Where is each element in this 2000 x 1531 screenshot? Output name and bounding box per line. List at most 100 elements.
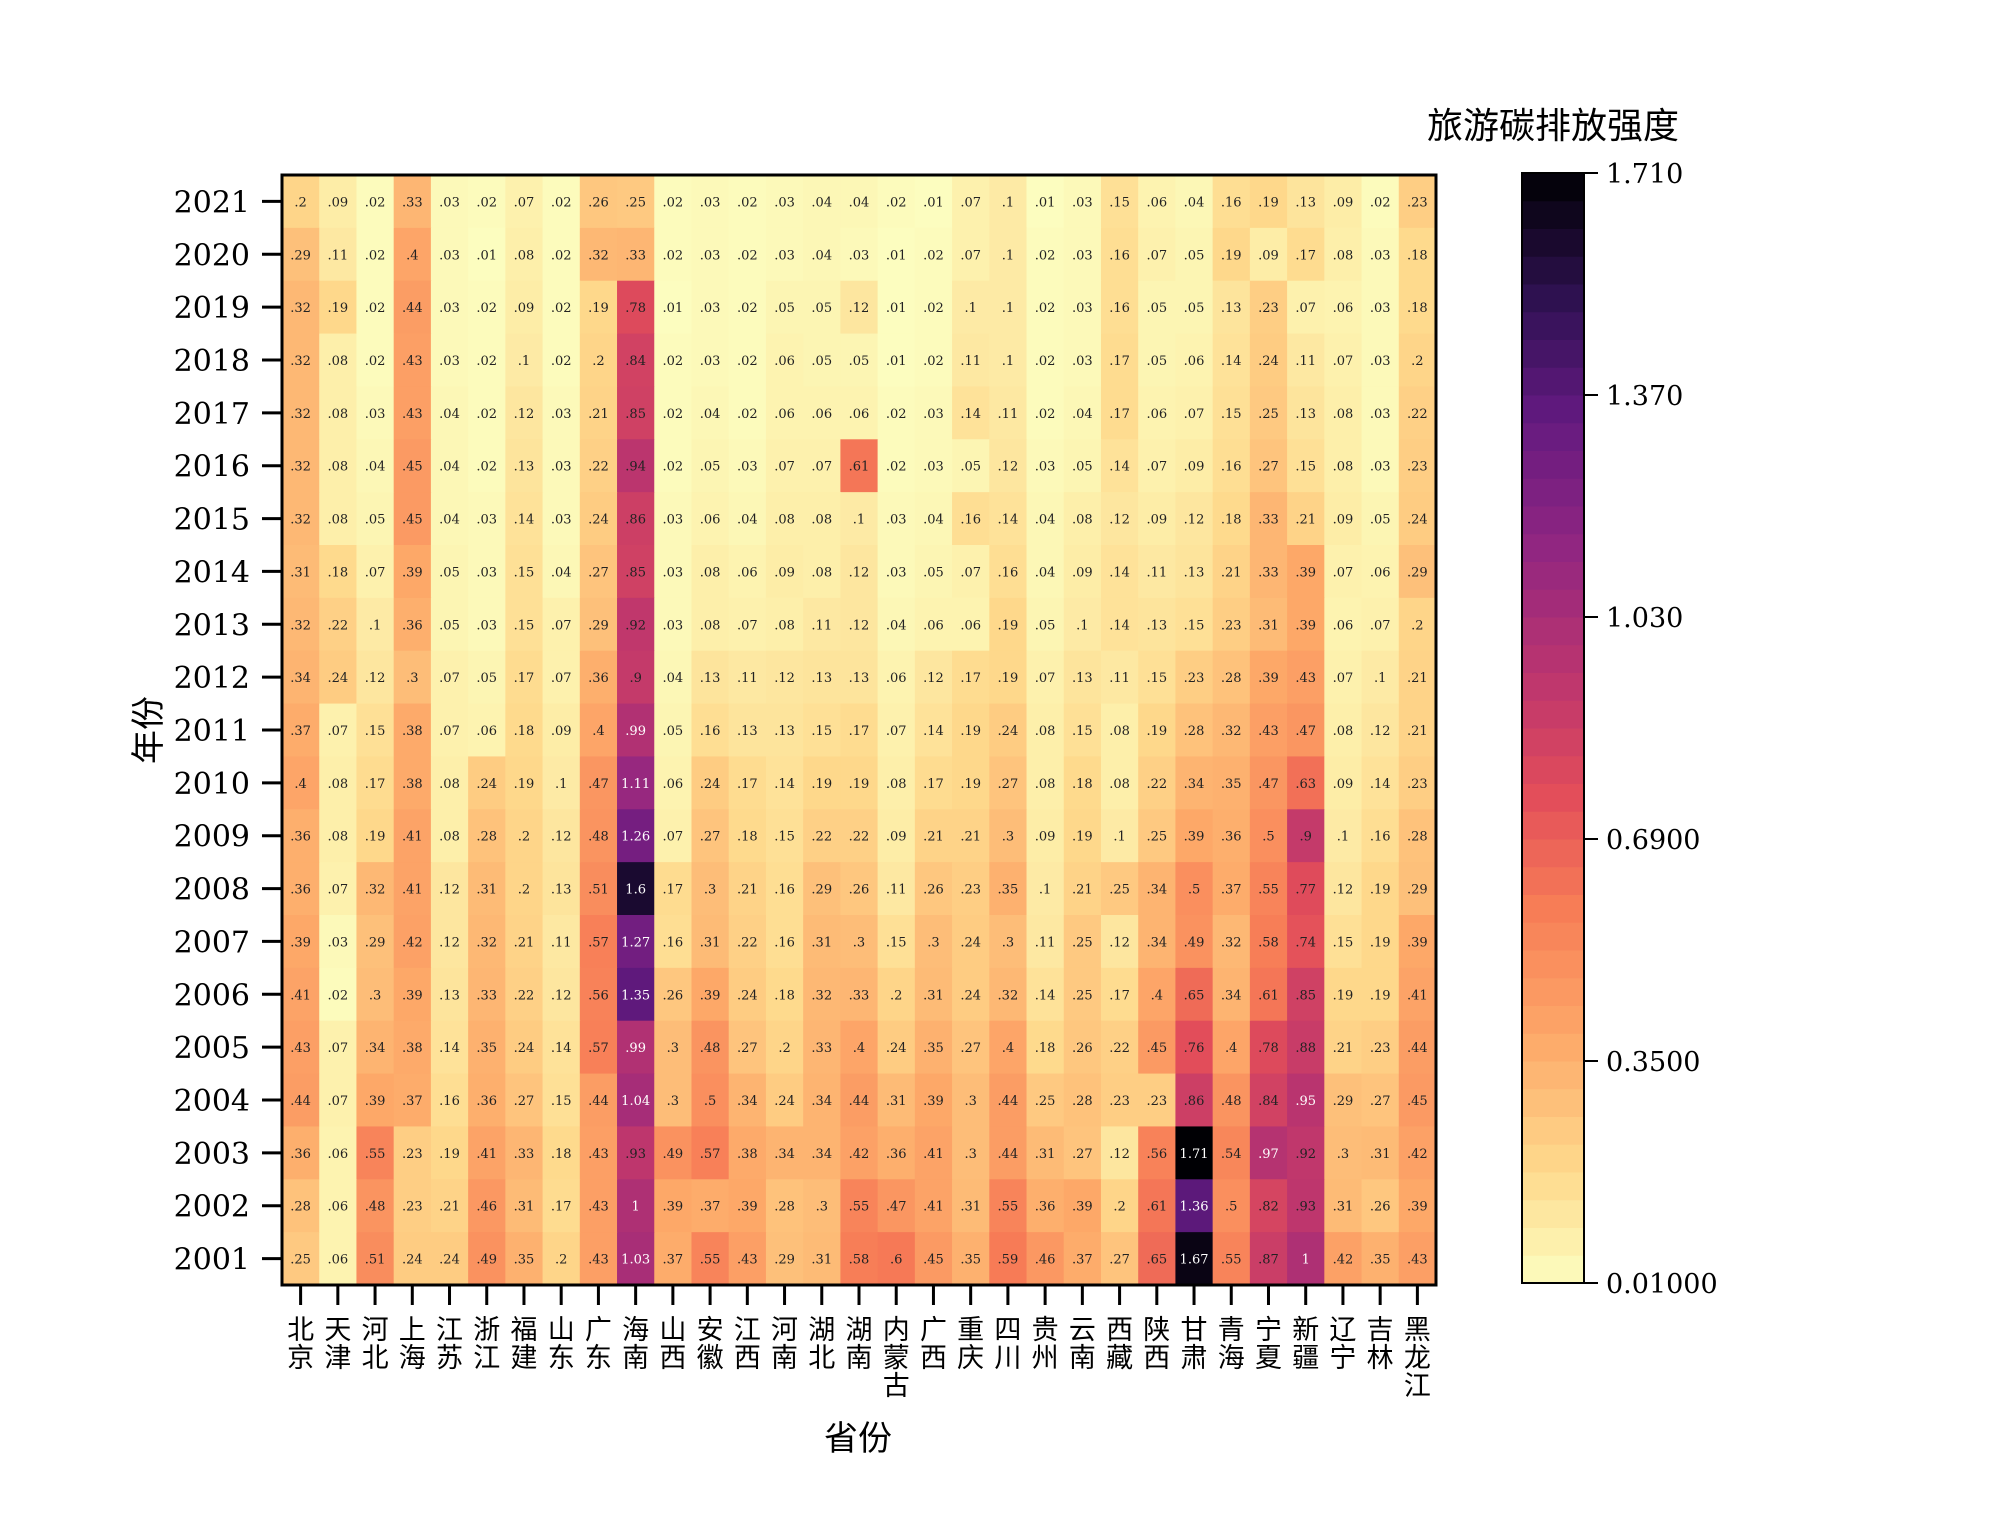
heatmap-cell-label: .37 bbox=[402, 1094, 423, 1109]
heatmap-cell-label: .04 bbox=[923, 513, 944, 528]
x-tick-label: 青海 bbox=[1218, 1315, 1245, 1374]
heatmap-cell bbox=[654, 1179, 693, 1233]
heatmap-cell-label: .32 bbox=[811, 988, 832, 1003]
heatmap-cell bbox=[542, 1232, 581, 1286]
heatmap-cell bbox=[319, 1179, 358, 1233]
heatmap-cell bbox=[282, 650, 320, 705]
heatmap-cell-label: .07 bbox=[1146, 248, 1167, 263]
colorbar-frame bbox=[1521, 172, 1585, 1284]
colorbar-band bbox=[1522, 1061, 1584, 1090]
heatmap-cell bbox=[691, 1020, 730, 1075]
heatmap-cell bbox=[1063, 597, 1102, 652]
colorbar-band bbox=[1522, 617, 1584, 646]
heatmap-cell bbox=[505, 1232, 544, 1286]
heatmap-cell bbox=[579, 492, 618, 546]
colorbar-band bbox=[1522, 977, 1584, 1006]
colorbar-band bbox=[1522, 1005, 1584, 1034]
heatmap-cell-label: .02 bbox=[737, 248, 758, 263]
heatmap-cell-label: .32 bbox=[290, 618, 311, 633]
heatmap-cell-label: .03 bbox=[1035, 460, 1056, 475]
heatmap-cell-label: .37 bbox=[290, 724, 311, 739]
heatmap-cell-label: .16 bbox=[1221, 460, 1242, 475]
heatmap-cell bbox=[1398, 333, 1437, 388]
heatmap-cell bbox=[505, 1179, 544, 1233]
heatmap-cell bbox=[840, 227, 879, 282]
heatmap-cell bbox=[765, 650, 804, 705]
heatmap-cell bbox=[1398, 280, 1437, 335]
heatmap-cell-label: .32 bbox=[1221, 935, 1242, 950]
heatmap-cell-label: .17 bbox=[1109, 988, 1130, 1003]
heatmap-cell bbox=[468, 280, 506, 335]
heatmap-cell-label: .42 bbox=[849, 1147, 870, 1162]
heatmap-cell-label: .42 bbox=[402, 935, 423, 950]
heatmap-cell bbox=[617, 597, 655, 652]
heatmap-cell-label: .2 bbox=[1411, 354, 1423, 369]
heatmap-cell bbox=[1398, 545, 1437, 599]
heatmap-cell-label: .48 bbox=[1221, 1094, 1242, 1109]
heatmap-cell-label: .36 bbox=[402, 618, 423, 633]
heatmap-cell bbox=[952, 280, 990, 335]
colorbar-band bbox=[1522, 450, 1584, 479]
heatmap-cell bbox=[691, 545, 730, 599]
heatmap-cell-label: .25 bbox=[290, 1253, 311, 1268]
heatmap-cell bbox=[1212, 967, 1251, 1022]
heatmap-cell bbox=[654, 809, 693, 863]
heatmap-cell-label: .33 bbox=[849, 988, 870, 1003]
heatmap-cell-label: .04 bbox=[886, 618, 907, 633]
heatmap-cell-label: .06 bbox=[811, 407, 832, 422]
heatmap-cell bbox=[579, 175, 618, 229]
heatmap-cell-label: .47 bbox=[1295, 724, 1316, 739]
heatmap-cell bbox=[1398, 809, 1437, 863]
heatmap-cell-label: .18 bbox=[1407, 248, 1428, 263]
heatmap-cell bbox=[1398, 915, 1437, 969]
heatmap-cell bbox=[728, 650, 767, 705]
heatmap-cell-label: .07 bbox=[774, 460, 795, 475]
x-tick-char: 西 bbox=[1143, 1343, 1170, 1374]
heatmap-cell-label: .04 bbox=[551, 565, 572, 580]
heatmap-cell bbox=[803, 1232, 841, 1286]
heatmap-cell-label: .07 bbox=[1333, 354, 1354, 369]
x-axis-label: 省份 bbox=[824, 1419, 892, 1459]
heatmap-cell bbox=[393, 386, 432, 440]
heatmap-cell-label: .11 bbox=[737, 671, 758, 686]
heatmap-cell-label: .33 bbox=[514, 1147, 535, 1162]
colorbar-band bbox=[1522, 1172, 1584, 1201]
heatmap-cell-label: .2 bbox=[592, 354, 604, 369]
x-tick-char: 南 bbox=[1069, 1343, 1096, 1374]
heatmap-cell bbox=[579, 439, 618, 493]
heatmap-cell-label: .08 bbox=[811, 565, 832, 580]
heatmap-cell-label: .07 bbox=[1333, 671, 1354, 686]
heatmap-cell bbox=[1212, 809, 1251, 863]
heatmap-cell-label: .3 bbox=[964, 1147, 976, 1162]
heatmap-cell-label: .17 bbox=[551, 1200, 572, 1215]
heatmap-cell bbox=[1324, 175, 1363, 229]
heatmap-cell-label: .55 bbox=[365, 1147, 386, 1162]
heatmap-cell bbox=[1138, 597, 1177, 652]
heatmap-cell-label: .59 bbox=[998, 1253, 1019, 1268]
heatmap-cell bbox=[505, 1020, 544, 1075]
heatmap-cell-label: .07 bbox=[1295, 301, 1316, 316]
x-tick-char: 苏 bbox=[436, 1343, 463, 1374]
heatmap-cell bbox=[356, 809, 395, 863]
heatmap-cell bbox=[430, 175, 469, 229]
heatmap-cell-label: .24 bbox=[476, 777, 497, 792]
heatmap-cell bbox=[1138, 1073, 1177, 1128]
heatmap-cell-label: .03 bbox=[700, 301, 721, 316]
heatmap-cell-label: .4 bbox=[853, 1041, 865, 1056]
heatmap-cell-label: .08 bbox=[1109, 777, 1130, 792]
y-tick-label: 2003 bbox=[174, 1137, 250, 1172]
heatmap-cell-label: .41 bbox=[476, 1147, 497, 1162]
heatmap-cell bbox=[1063, 492, 1102, 546]
heatmap-cell bbox=[914, 1126, 953, 1180]
heatmap-cell-label: .17 bbox=[960, 671, 981, 686]
x-tick-char: 徽 bbox=[697, 1343, 724, 1374]
heatmap-cell bbox=[1063, 545, 1102, 599]
heatmap-cell-label: .31 bbox=[1370, 1147, 1391, 1162]
heatmap-cell bbox=[1398, 1073, 1437, 1128]
heatmap-cell bbox=[691, 439, 730, 493]
heatmap-cell-label: .29 bbox=[365, 935, 386, 950]
x-tick-char: 天 bbox=[324, 1315, 351, 1346]
heatmap-cell bbox=[430, 809, 469, 863]
heatmap-cell-label: .38 bbox=[402, 777, 423, 792]
heatmap-cell bbox=[505, 175, 544, 229]
